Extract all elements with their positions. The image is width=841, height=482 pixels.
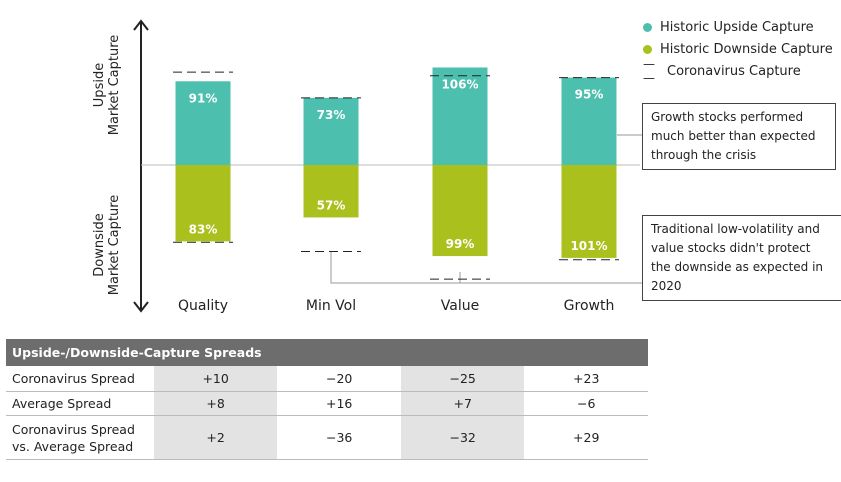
table-row: Coronavirus Spread +10 −20 −25 +23	[6, 366, 648, 392]
table-cell: −32	[400, 416, 525, 459]
table-cell: −25	[400, 366, 525, 391]
downside-bar	[175, 165, 231, 242]
table-cell: +29	[524, 416, 648, 459]
upside-axis-label-line: Market Capture	[107, 35, 122, 136]
downside-value-label: 83%	[189, 222, 218, 236]
row-label: Coronavirus Spread vs. Average Spread	[12, 421, 135, 454]
growth-annotation-text: Growth stocks performed much better than…	[651, 110, 816, 162]
axis-arrow-down-icon	[133, 301, 149, 313]
upside-value-label: 106%	[441, 77, 478, 91]
legend-downside-label: Historic Downside Capture	[660, 41, 833, 57]
category-tick-label: Quality	[178, 298, 228, 314]
lowvol-connector	[330, 251, 461, 284]
upside-swatch	[643, 22, 652, 32]
category-tick-label: Min Vol	[306, 298, 356, 314]
legend-corona: — — Coronavirus Capture	[643, 57, 833, 85]
table-cell: +2	[153, 416, 278, 459]
lowvol-annotation-text: Traditional low-volatility and value sto…	[651, 222, 824, 293]
table-row: Coronavirus Spread vs. Average Spread +2…	[6, 416, 648, 460]
table-cell: +23	[524, 366, 648, 391]
legend-downside: Historic Downside Capture	[643, 38, 833, 60]
table-cell: −36	[277, 416, 401, 459]
upside-value-label: 91%	[189, 91, 218, 105]
table-cell: −20	[277, 366, 401, 391]
category-tick-label: Value	[441, 298, 479, 314]
table-title: Upside-/Downside-Capture Spreads	[6, 339, 648, 366]
upside-axis-label: UpsideMarket Capture	[92, 35, 122, 136]
legend-corona-label: Coronavirus Capture	[667, 63, 801, 79]
downside-value-label: 101%	[570, 239, 607, 253]
axis-arrow-up-icon	[133, 19, 149, 31]
downside-axis-label-line: Downside	[92, 213, 107, 276]
table-cell: −6	[524, 392, 648, 415]
category-tick-label: Growth	[564, 298, 615, 314]
upside-bar	[432, 67, 488, 165]
labels-group: 91% 83% Quality 73% 57% Min Vol 106% 99% Value 95…	[178, 77, 614, 314]
upside-bar	[303, 97, 359, 165]
downside-bar	[561, 165, 617, 258]
downside-axis-label: DownsideMarket Capture	[92, 195, 122, 296]
upside-axis-label-line: Upside	[92, 63, 107, 107]
upside-bar	[175, 81, 231, 165]
upside-value-label: 95%	[575, 88, 604, 102]
table-cell: +7	[400, 392, 525, 415]
downside-bar	[432, 165, 488, 257]
row-label: Coronavirus Spread	[12, 371, 135, 386]
legend-upside-label: Historic Upside Capture	[660, 19, 814, 35]
legend-upside: Historic Upside Capture	[643, 16, 833, 38]
table-row: Average Spread +8 +16 +7 −6	[6, 392, 648, 416]
downside-axis-label-line: Market Capture	[107, 195, 122, 296]
upside-bar	[561, 77, 617, 165]
downside-value-label: 57%	[317, 198, 346, 212]
table-cell: +10	[153, 366, 278, 391]
table-cell: +16	[277, 392, 401, 415]
upside-value-label: 73%	[317, 108, 346, 122]
growth-annotation: Growth stocks performed much better than…	[642, 103, 836, 170]
bars-group	[173, 67, 619, 280]
spreads-table: Upside-/Downside-Capture Spreads Coronav…	[6, 339, 648, 460]
lowvol-annotation: Traditional low-volatility and value sto…	[642, 215, 841, 301]
downside-value-label: 99%	[446, 237, 475, 251]
legend: Historic Upside Capture Historic Downsid…	[643, 16, 833, 85]
downside-bar	[303, 165, 359, 218]
table-cell: +8	[153, 392, 278, 415]
dashed-line-icon: — —	[643, 57, 655, 85]
row-label: Average Spread	[12, 396, 112, 411]
downside-swatch	[643, 44, 652, 54]
